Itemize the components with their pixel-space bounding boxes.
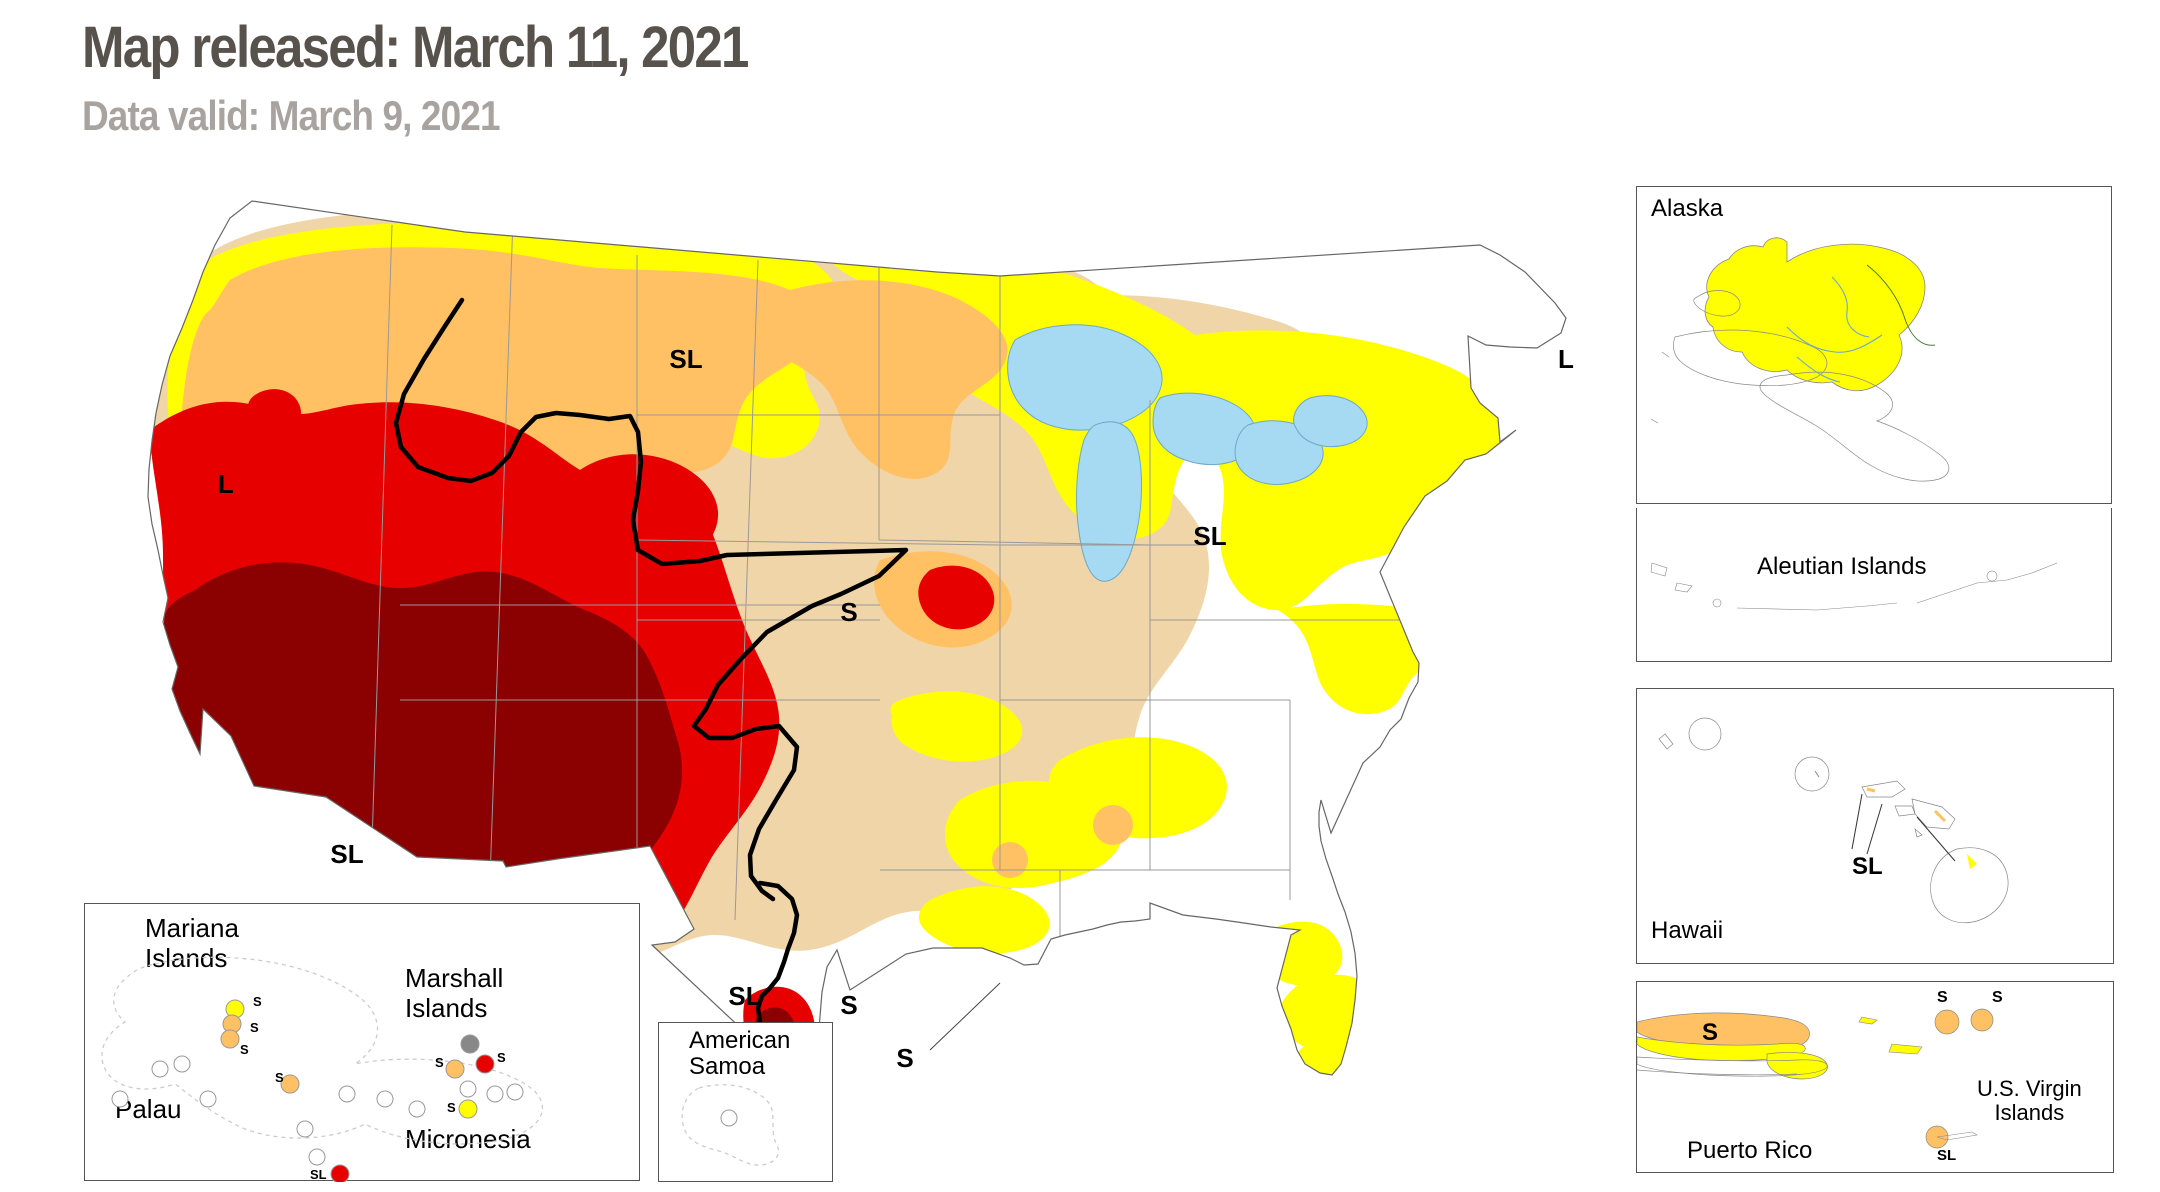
svg-text:S: S <box>240 1042 249 1057</box>
svg-text:S: S <box>253 994 262 1009</box>
svg-text:SL: SL <box>330 839 363 869</box>
svg-text:L: L <box>1558 344 1574 374</box>
svg-text:S: S <box>1702 1019 1718 1046</box>
svg-text:S: S <box>497 1050 506 1065</box>
svg-text:S: S <box>896 1043 913 1073</box>
svg-text:L: L <box>218 469 234 499</box>
svg-text:S: S <box>250 1020 259 1035</box>
svg-text:S: S <box>840 597 857 627</box>
svg-text:S: S <box>840 990 857 1020</box>
svg-text:SL: SL <box>669 344 702 374</box>
svg-text:S: S <box>275 1070 284 1085</box>
svg-text:S: S <box>1992 989 2003 1006</box>
svg-text:S: S <box>447 1100 456 1115</box>
svg-text:SL: SL <box>728 981 761 1011</box>
svg-text:SL: SL <box>1937 1147 1956 1164</box>
svg-text:S: S <box>435 1055 444 1070</box>
svg-text:SL: SL <box>1193 521 1226 551</box>
svg-text:S: S <box>1937 989 1948 1006</box>
svg-text:SL: SL <box>310 1167 327 1182</box>
svg-text:SL: SL <box>1852 853 1883 880</box>
